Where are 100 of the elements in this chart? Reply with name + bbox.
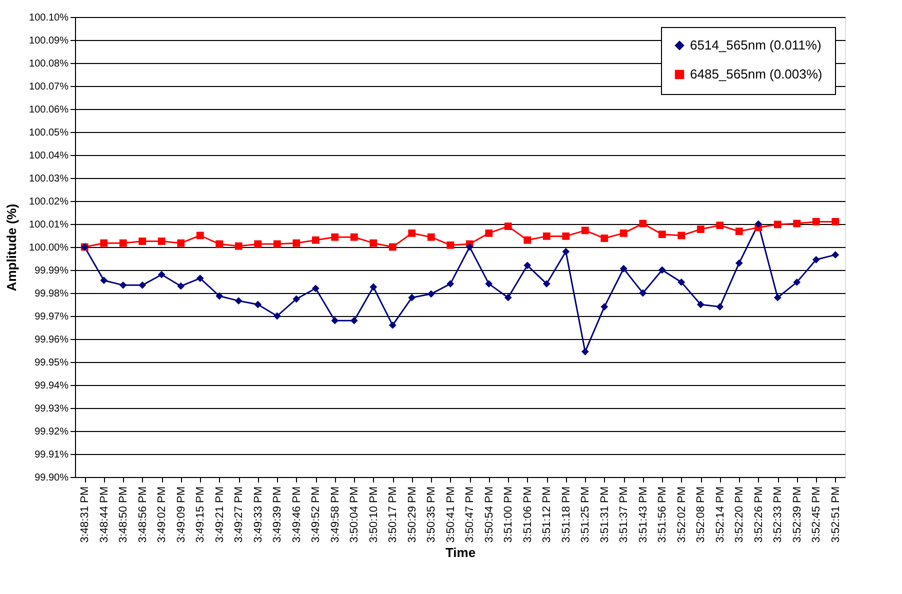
point: [658, 266, 666, 274]
point: [446, 241, 454, 249]
x-tick-label: 3:52:26 PM: [752, 486, 765, 543]
point: [234, 242, 242, 250]
y-tick-label: 100.05%: [29, 128, 69, 138]
x-tick-label: 3:52:33 PM: [772, 486, 784, 543]
x-tick-label: 3:50:47 PM: [464, 486, 476, 543]
point: [774, 294, 782, 302]
y-tick-label: 99.92%: [34, 426, 69, 438]
point: [678, 278, 686, 286]
point: [119, 281, 127, 289]
point: [292, 239, 300, 247]
point: [600, 303, 608, 311]
y-tick-label: 99.97%: [34, 312, 69, 322]
y-tick-label: 99.93%: [34, 404, 69, 414]
point: [735, 228, 743, 236]
point: [216, 292, 224, 300]
y-tick-label: 100.06%: [29, 104, 69, 116]
x-tick-label: 3:51:31 PM: [598, 486, 611, 543]
x-tick-label: 3:51:56 PM: [656, 486, 669, 543]
point: [177, 282, 185, 290]
x-tick-label: 3:52:08 PM: [695, 486, 708, 543]
point: [735, 259, 743, 267]
x-tick-label: 3:51:43 PM: [637, 486, 650, 543]
x-tick-label: 3:50:04 PM: [348, 486, 361, 543]
y-axis-title: Amplitude (%): [4, 204, 20, 292]
y-tick-label: 100.09%: [29, 36, 69, 46]
x-tick-label: 3:49:27 PM: [233, 486, 246, 543]
y-tick-label: 100.08%: [29, 58, 69, 70]
point: [388, 243, 396, 251]
point: [658, 230, 666, 238]
y-tick-label: 99.94%: [34, 380, 69, 392]
x-tick-label: 3:52:39 PM: [791, 486, 804, 543]
point: [504, 222, 512, 230]
point: [716, 222, 724, 230]
point: [177, 239, 185, 247]
point: [408, 229, 416, 237]
point: [196, 232, 204, 240]
point: [812, 218, 820, 226]
y-tick-label: 99.96%: [34, 334, 69, 346]
point: [388, 321, 396, 329]
x-tick-label: 3:52:20 PM: [734, 486, 746, 543]
y-tick-label: 100.04%: [29, 150, 69, 162]
point: [600, 234, 608, 242]
y-tick-label: 99.98%: [34, 288, 69, 300]
x-tick-label: 3:51:18 PM: [560, 486, 572, 543]
y-tick-label: 99.90%: [34, 472, 69, 484]
x-tick-label: 3:50:10 PM: [368, 486, 380, 543]
x-tick-label: 3:51:25 PM: [580, 486, 592, 543]
y-tick-label: 100.02%: [29, 196, 69, 208]
x-tick-label: 3:52:14 PM: [714, 486, 726, 543]
point: [370, 283, 378, 291]
x-tick-label: 3:50:54 PM: [483, 486, 496, 543]
point: [254, 240, 262, 248]
point: [100, 239, 108, 247]
x-axis-title: Time: [445, 544, 476, 560]
point: [696, 300, 704, 308]
x-tick-label: 3:49:46 PM: [290, 486, 303, 543]
point: [832, 218, 840, 226]
x-tick-label: 3:48:31 PM: [79, 486, 92, 543]
point: [485, 229, 493, 237]
point: [524, 236, 532, 244]
point: [370, 239, 378, 247]
y-tick-label: 100.03%: [29, 174, 69, 184]
point: [793, 220, 801, 228]
point: [331, 316, 339, 324]
point: [620, 229, 628, 237]
legend-label: 6514_565nm (0.011%): [690, 38, 822, 52]
x-tick-label: 3:48:50 PM: [118, 486, 130, 543]
point: [581, 226, 589, 234]
point: [312, 284, 320, 292]
x-tick-label: 3:49:52 PM: [310, 486, 322, 543]
x-tick-label: 3:49:58 PM: [329, 486, 342, 543]
point: [524, 262, 532, 270]
y-tick-label: 100.01%: [29, 220, 69, 230]
y-tick-label: 99.99%: [34, 266, 69, 276]
y-tick-label: 100.07%: [29, 82, 69, 92]
point: [292, 295, 300, 303]
x-tick-label: 3:49:09 PM: [175, 486, 188, 543]
point: [812, 256, 820, 264]
point: [350, 233, 358, 241]
point: [446, 280, 454, 288]
point: [620, 264, 628, 272]
point: [408, 294, 416, 302]
y-tick-label: 100.10%: [29, 12, 69, 24]
point: [427, 290, 435, 298]
x-tick-label: 3:48:56 PM: [136, 486, 149, 543]
point: [542, 280, 550, 288]
x-tick-label: 3:51:06 PM: [522, 486, 534, 543]
point: [138, 281, 146, 289]
point: [504, 294, 512, 302]
point: [562, 232, 570, 240]
point: [158, 238, 166, 245]
x-tick-label: 3:52:02 PM: [676, 486, 688, 543]
x-tick-label: 3:49:15 PM: [194, 486, 207, 543]
x-tick-label: 3:49:02 PM: [156, 486, 168, 543]
point: [832, 251, 840, 259]
point: [234, 297, 242, 305]
x-tick-label: 3:51:12 PM: [541, 486, 554, 543]
point: [312, 236, 320, 244]
